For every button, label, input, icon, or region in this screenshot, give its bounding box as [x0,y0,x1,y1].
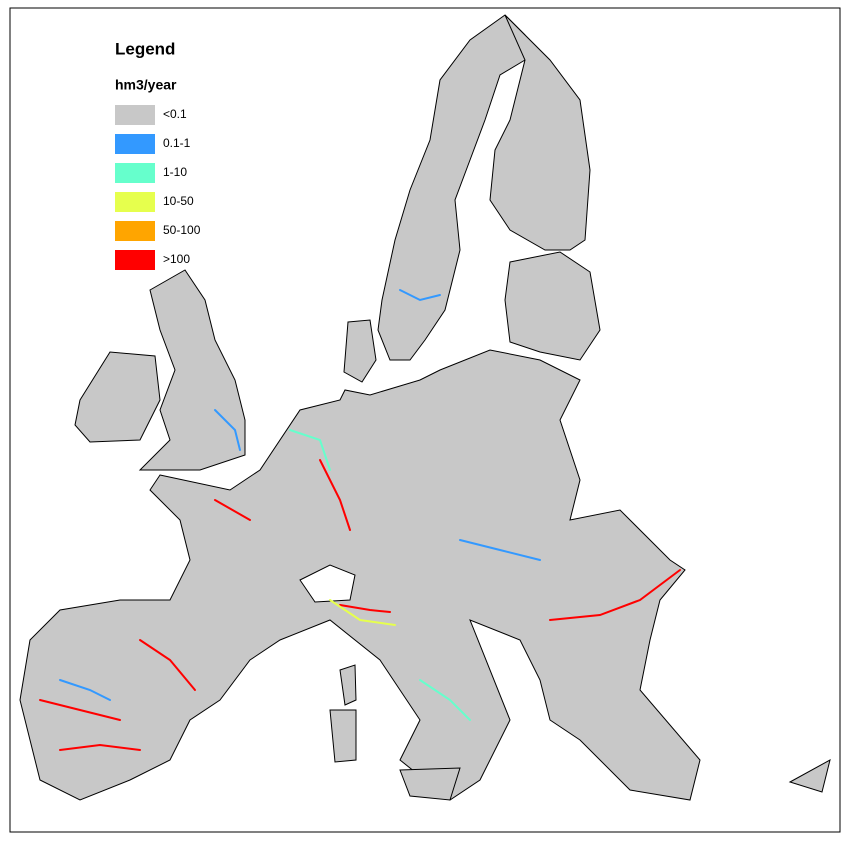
river [59,679,111,701]
finland [489,14,591,251]
river [139,639,196,691]
legend-swatch [115,250,155,270]
legend-label: 50-100 [163,223,201,237]
river [339,604,391,613]
cyprus [788,759,831,793]
river [289,429,331,471]
river [39,699,121,721]
legend-swatch [115,134,155,154]
legend-swatch [115,163,155,183]
legend-label: 1-10 [163,165,187,179]
switzerland [299,564,356,603]
river [459,539,541,561]
river [214,409,241,451]
legend-swatch [115,221,155,241]
river [319,459,351,531]
legend-title: Legend [115,39,175,58]
legend-label: >100 [163,252,190,266]
sweden [377,14,526,361]
legend-label: <0.1 [163,107,187,121]
rivers [39,289,681,751]
river [214,499,251,521]
denmark [343,319,377,383]
legend-label: 0.1-1 [163,136,191,150]
river [399,289,441,302]
ireland [74,351,161,443]
legend: Legend hm3/year <0.1 0.1-1 1-10 10-50 50-100… [115,39,201,270]
mainland [19,349,701,801]
sardinia [329,709,357,763]
legend-swatch [115,192,155,212]
legend-label: 10-50 [163,194,194,208]
sicily [399,767,461,801]
river [329,599,396,626]
river [549,569,681,621]
great-britain [138,269,246,471]
legend-swatch [115,105,155,125]
river [419,679,471,721]
baltic-states [504,251,601,361]
legend-unit: hm3/year [115,77,177,93]
corsica [339,664,357,706]
river [59,743,141,751]
land-areas [19,14,831,801]
